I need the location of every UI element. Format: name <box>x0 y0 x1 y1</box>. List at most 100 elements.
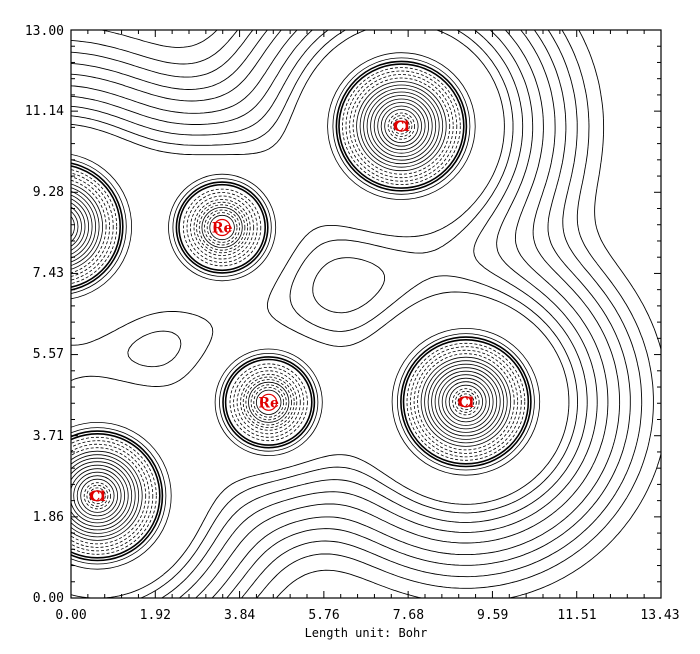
x-axis-title: Length unit: Bohr <box>305 626 428 640</box>
atom-2-ring-20 <box>327 52 476 200</box>
atom-label-4: Cl <box>89 489 105 505</box>
atom-0-ring-13 <box>168 173 277 282</box>
contour-level-0 <box>98 30 661 598</box>
atom-5-ring-11 <box>71 187 100 266</box>
atom-3-ring-18 <box>400 336 532 468</box>
atom-2-ring-1 <box>393 117 410 135</box>
atom-5-ring-9 <box>71 194 93 259</box>
atom-0-ring-12 <box>172 178 272 277</box>
atom-marker-2 <box>395 120 407 132</box>
contour-level-8 <box>71 30 578 598</box>
atom-5-ring-20 <box>71 153 132 300</box>
atom-1-ring-8 <box>233 366 305 438</box>
atom-4-ring-7 <box>71 468 125 524</box>
atom-4-ring-17 <box>71 433 161 559</box>
atom-1-ring-7 <box>236 370 301 435</box>
x-tick-label-7: 13.43 <box>640 608 679 623</box>
x-tick-label-4: 7.68 <box>393 608 424 623</box>
atom-4-ring-4 <box>80 478 115 513</box>
atom-3-ring-4 <box>448 384 483 419</box>
atom-4-ring-6 <box>73 471 122 520</box>
atom-5-ring-3 <box>71 223 72 230</box>
contour-level-1 <box>71 30 654 598</box>
atom-4-ring-13 <box>71 447 147 545</box>
atom-3-ring-7 <box>438 374 494 430</box>
atom-4-ring-3 <box>83 482 112 510</box>
contour-level-2 <box>71 30 643 598</box>
atom-2-ring-13 <box>352 77 451 175</box>
x-tick-label-5: 9.59 <box>477 608 508 623</box>
atom-2-ring-3 <box>387 112 415 140</box>
atom-5-ring-2 <box>47 216 68 237</box>
y-tick-label-6: 11.14 <box>25 104 64 119</box>
atom-1-ring-2 <box>250 384 287 421</box>
atom-5-ring-0 <box>53 221 64 231</box>
y-tick-label-3: 5.57 <box>33 347 64 362</box>
atom-3-ring-5 <box>445 381 487 423</box>
atom-5-ring-13 <box>71 179 107 274</box>
atom-3-ring-2 <box>454 390 477 413</box>
x-tick-label-2: 3.84 <box>224 608 255 623</box>
atom-3-ring-17 <box>402 338 530 465</box>
atom-5-ring-8 <box>71 198 89 255</box>
atom-2-ring-18 <box>335 60 468 192</box>
atom-0-ring-2 <box>204 209 241 246</box>
atom-4-ring-15 <box>71 440 154 552</box>
axis-ticks <box>70 29 662 599</box>
y-tick-label-7: 13.00 <box>25 24 64 39</box>
atom-1-ring-0 <box>256 389 282 415</box>
x-tick-label-1: 1.92 <box>140 608 171 623</box>
atom-3-ring-1 <box>457 393 475 411</box>
atom-2-ring-9 <box>366 91 437 161</box>
atom-3-ring-11 <box>424 360 508 444</box>
atom-1-ring-4 <box>245 379 292 426</box>
atom-0-ring-4 <box>198 204 246 251</box>
atom-marker-3 <box>460 396 472 408</box>
atom-0-ring-6 <box>193 199 251 256</box>
atom-5-ring-17 <box>71 165 121 289</box>
atom-4-ring-2 <box>86 484 109 507</box>
contour-level-3 <box>71 30 631 598</box>
atom-2-ring-19 <box>332 57 471 195</box>
atom-2-ring-6 <box>377 102 426 151</box>
atom-label-2: Cl <box>393 119 409 135</box>
atom-4-ring-1 <box>89 487 106 505</box>
atom-marker-1 <box>260 393 278 411</box>
atom-1-ring-11 <box>222 356 316 449</box>
atom-4-ring-14 <box>71 443 150 548</box>
atom-1-ring-10 <box>224 358 313 446</box>
atom-2-ring-12 <box>356 81 447 172</box>
y-tick-label-4: 7.43 <box>33 266 64 281</box>
atom-4-ring-10 <box>71 457 136 534</box>
atom-3-ring-3 <box>452 388 480 416</box>
atom-2-ring-4 <box>384 109 419 144</box>
atom-5-ring-6 <box>71 206 82 247</box>
atom-4-ring-8 <box>71 464 129 527</box>
atom-0-ring-3 <box>201 206 243 248</box>
y-tick-label-2: 3.71 <box>33 429 64 444</box>
atom-2-ring-10 <box>363 88 440 165</box>
atom-5-ring-10 <box>71 190 96 263</box>
atom-1-ring-13 <box>214 348 323 456</box>
atom-1-ring-1 <box>253 386 285 418</box>
atom-0-ring-7 <box>190 195 255 260</box>
atom-4-ring-18 <box>71 430 164 562</box>
contour-level-5 <box>71 30 609 598</box>
y-tick-label-1: 1.86 <box>33 510 64 525</box>
atom-marker-0 <box>213 218 231 237</box>
atom-2-ring-14 <box>349 74 454 179</box>
atom-3-ring-8 <box>434 370 498 433</box>
atom-3-ring-6 <box>441 377 490 426</box>
atom-1-ring-6 <box>240 373 298 431</box>
atom-3-ring-16 <box>406 342 526 461</box>
atom-0-ring-0 <box>209 214 235 241</box>
atom-5-ring-15 <box>71 172 114 281</box>
atom-5-ring-16 <box>71 169 118 285</box>
atom-3-ring-19 <box>396 333 535 471</box>
atom-2-ring-5 <box>380 105 422 147</box>
atom-2-ring-8 <box>370 95 433 158</box>
atom-5-ring-1 <box>50 219 66 235</box>
atom-5-ring-18 <box>71 162 124 291</box>
atom-1-ring-5 <box>242 376 295 428</box>
